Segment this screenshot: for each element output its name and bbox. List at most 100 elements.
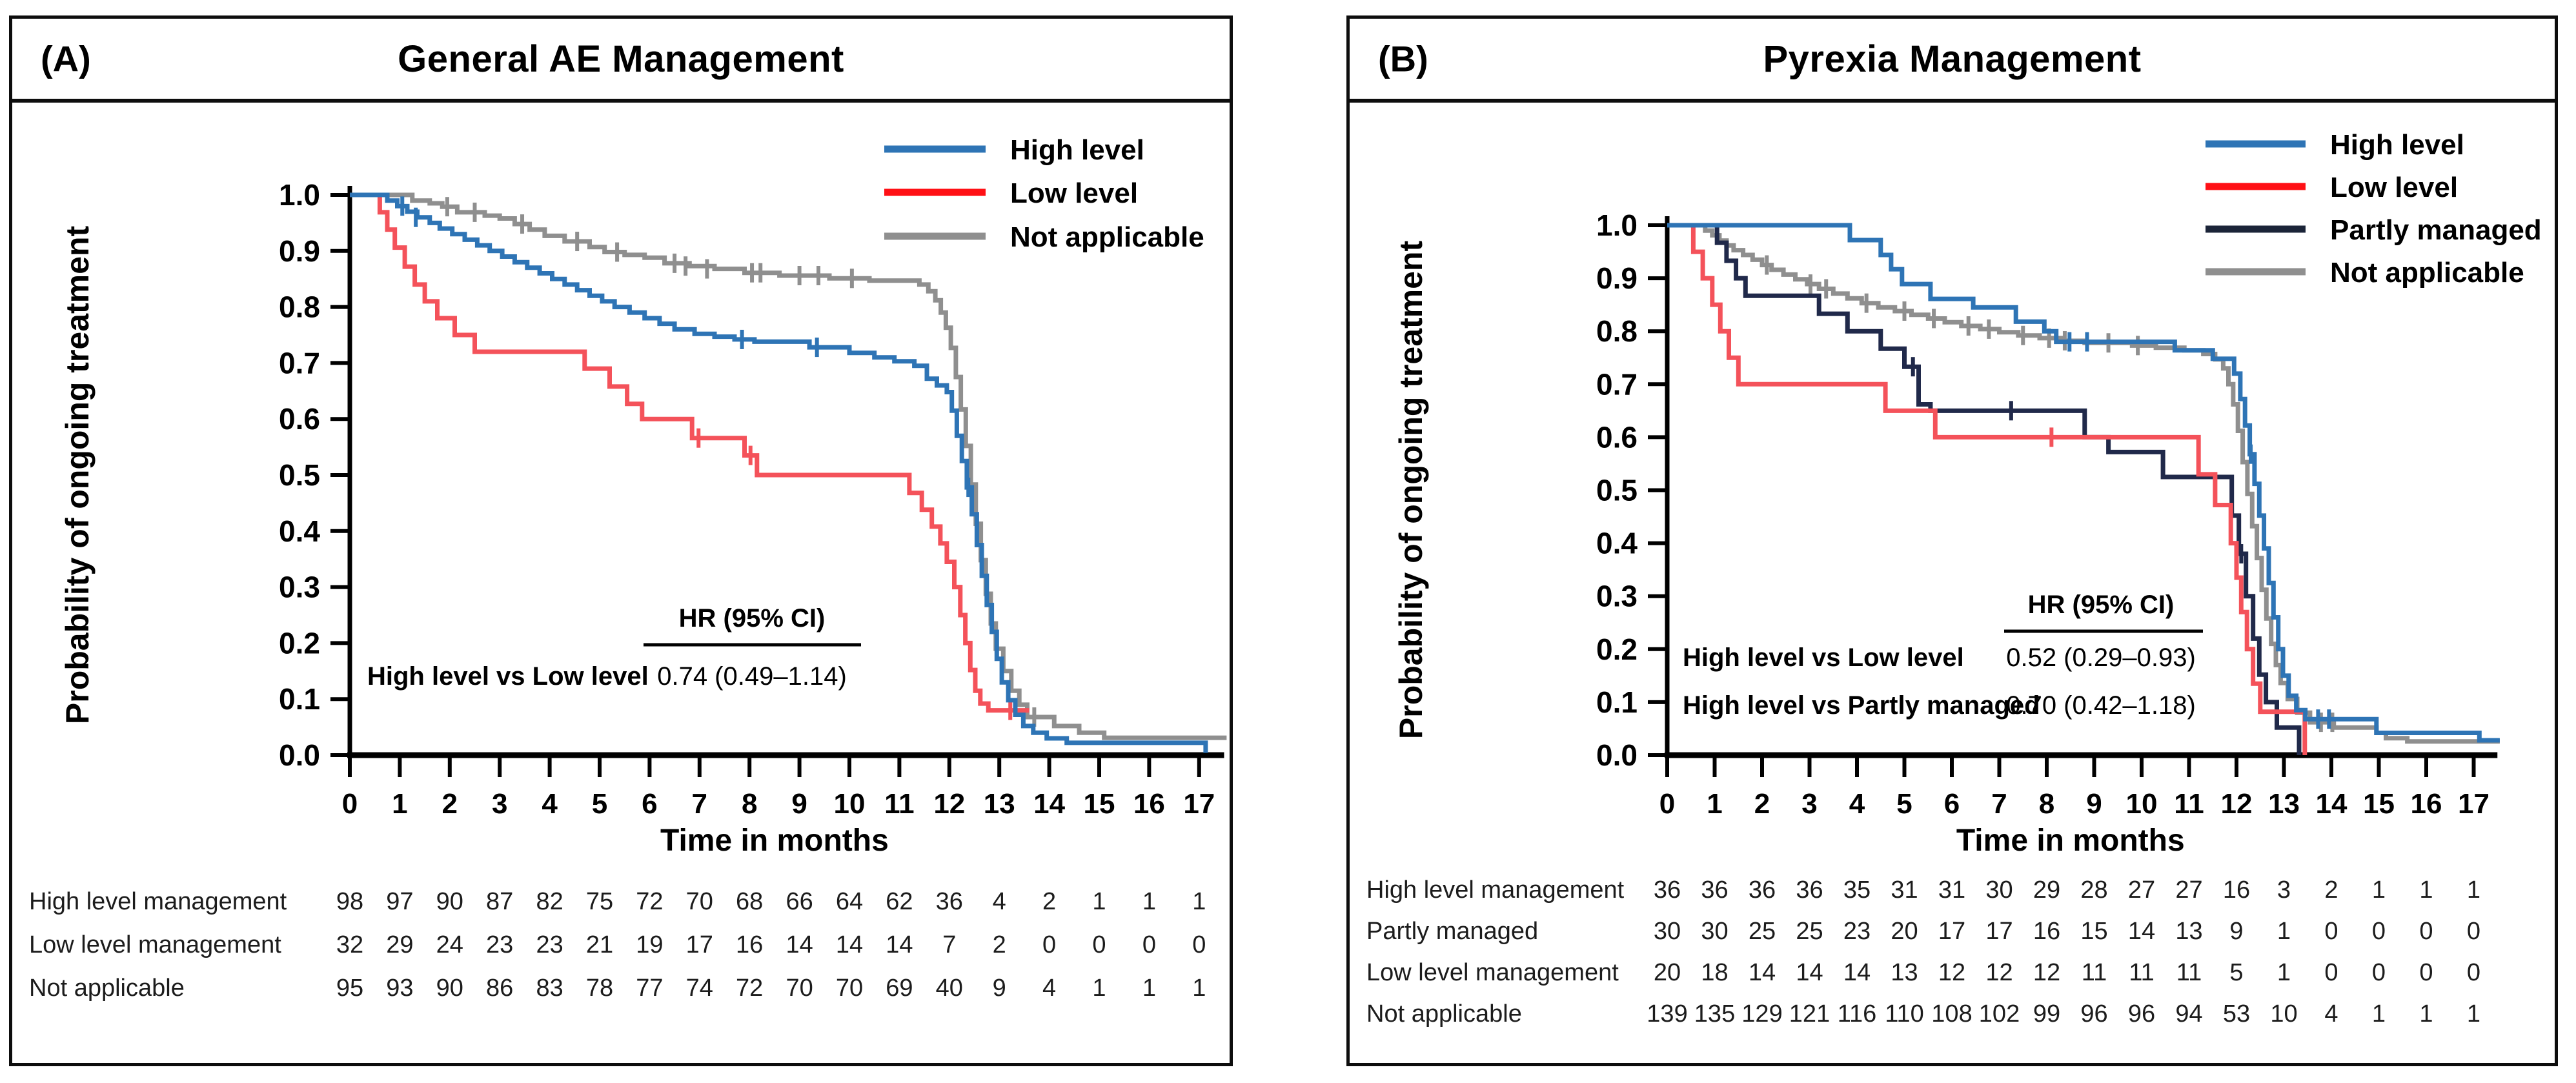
svg-text:High level vs Low level: High level vs Low level xyxy=(1683,643,1964,672)
y-axis-ticks: 1.0 0.9 0.8 0.7 0.6 0.5 0.4 0.3 0.2 0.1 0.0 xyxy=(279,178,350,772)
svg-text:9: 9 xyxy=(993,975,1006,1002)
svg-text:36: 36 xyxy=(1749,876,1776,904)
km-curve-not-applicable xyxy=(350,192,1227,740)
svg-text:14: 14 xyxy=(1796,959,1823,986)
svg-text:Not applicable: Not applicable xyxy=(1366,1000,1522,1027)
svg-text:90: 90 xyxy=(436,888,463,915)
svg-text:HR (95% CI): HR (95% CI) xyxy=(679,604,826,633)
svg-text:18: 18 xyxy=(1701,959,1728,986)
svg-text:9: 9 xyxy=(791,788,807,820)
svg-text:High level management: High level management xyxy=(29,888,287,915)
svg-text:1: 1 xyxy=(2277,918,2291,945)
svg-text:Low level: Low level xyxy=(2330,172,2458,203)
svg-text:1: 1 xyxy=(1092,975,1106,1002)
svg-text:1.0: 1.0 xyxy=(1596,208,1638,242)
svg-text:11: 11 xyxy=(2129,959,2154,986)
svg-text:110: 110 xyxy=(1885,1000,1924,1027)
svg-text:1: 1 xyxy=(1092,888,1106,915)
svg-text:83: 83 xyxy=(536,975,563,1002)
risk-table: High level management 36 36 36 36 35 31 31 30 29 2… xyxy=(1366,876,2480,1027)
x-axis-ticks: 0 1 2 3 4 5 6 7 8 9 10 11 12 13 14 15 16 17 xyxy=(342,755,1215,820)
svg-text:69: 69 xyxy=(886,975,913,1002)
panel-pyrexia-management: (B) Pyrexia Management 1.0 0.9 0.8 0.7 0.6 0.… xyxy=(1346,15,2558,1066)
axis-titles: Time in months Probability of ongoing tre… xyxy=(59,226,889,858)
censor-marks-low-level xyxy=(696,428,1013,720)
svg-text:17: 17 xyxy=(2458,788,2490,820)
svg-text:8: 8 xyxy=(742,788,757,820)
svg-text:36: 36 xyxy=(1701,876,1728,904)
svg-text:14: 14 xyxy=(836,931,863,958)
svg-text:32: 32 xyxy=(336,931,363,958)
svg-text:0.0: 0.0 xyxy=(1596,738,1638,772)
svg-text:6: 6 xyxy=(1944,788,1960,820)
svg-text:10: 10 xyxy=(834,788,866,820)
svg-text:1: 1 xyxy=(1142,888,1156,915)
panel-b-header: (B) Pyrexia Management xyxy=(1350,19,2555,103)
svg-text:12: 12 xyxy=(1938,959,1965,986)
svg-text:90: 90 xyxy=(436,975,463,1002)
svg-text:High level management: High level management xyxy=(1366,876,1625,904)
svg-text:11: 11 xyxy=(2082,959,2107,986)
km-curve-low-level xyxy=(1667,223,2307,755)
svg-text:93: 93 xyxy=(386,975,413,1002)
svg-text:0.2: 0.2 xyxy=(1596,633,1638,666)
svg-text:12: 12 xyxy=(933,788,965,820)
svg-text:20: 20 xyxy=(1654,959,1681,986)
svg-text:16: 16 xyxy=(1133,788,1165,820)
svg-text:0.7: 0.7 xyxy=(1596,367,1638,401)
svg-text:Probability of ongoing treatme: Probability of ongoing treatment xyxy=(1393,241,1429,740)
svg-text:High level: High level xyxy=(2330,129,2464,161)
svg-text:14: 14 xyxy=(1749,959,1776,986)
svg-text:16: 16 xyxy=(736,931,763,958)
svg-text:31: 31 xyxy=(1891,876,1918,904)
svg-text:94: 94 xyxy=(2175,1000,2202,1027)
svg-text:68: 68 xyxy=(736,888,763,915)
svg-text:96: 96 xyxy=(2080,1000,2107,1027)
svg-text:21: 21 xyxy=(586,931,613,958)
svg-text:0.52 (0.29–0.93): 0.52 (0.29–0.93) xyxy=(2006,643,2196,672)
svg-text:82: 82 xyxy=(536,888,563,915)
svg-text:27: 27 xyxy=(2128,876,2155,904)
hr-annotation: HR (95% CI) High level vs Low level 0.74 (… xyxy=(367,604,861,691)
svg-text:4: 4 xyxy=(1849,788,1865,820)
svg-text:129: 129 xyxy=(1741,1000,1782,1027)
km-curve-high-level xyxy=(1667,223,2500,743)
svg-text:7: 7 xyxy=(942,931,956,958)
svg-text:0: 0 xyxy=(2372,918,2386,945)
km-curve-not-applicable xyxy=(1667,223,2500,744)
svg-text:29: 29 xyxy=(2033,876,2060,904)
svg-text:0: 0 xyxy=(2324,918,2338,945)
svg-text:0: 0 xyxy=(1092,931,1106,958)
svg-text:13: 13 xyxy=(2268,788,2300,820)
censor-marks-high-level xyxy=(2067,332,2331,729)
axes xyxy=(1665,216,2498,758)
svg-text:0.6: 0.6 xyxy=(279,402,320,436)
svg-text:30: 30 xyxy=(1654,918,1681,945)
svg-text:17: 17 xyxy=(1985,918,2013,945)
svg-text:77: 77 xyxy=(636,975,663,1002)
svg-text:11: 11 xyxy=(2176,959,2202,986)
km-curve-low-level xyxy=(350,192,1029,713)
svg-text:19: 19 xyxy=(636,931,663,958)
svg-text:10: 10 xyxy=(2270,1000,2297,1027)
svg-text:135: 135 xyxy=(1694,1000,1735,1027)
svg-text:25: 25 xyxy=(1796,918,1823,945)
hr-annotation: HR (95% CI) High level vs Low level 0.52 (… xyxy=(1683,591,2203,720)
svg-text:15: 15 xyxy=(1084,788,1115,820)
svg-text:70: 70 xyxy=(836,975,863,1002)
svg-text:4: 4 xyxy=(542,788,558,820)
svg-text:62: 62 xyxy=(886,888,913,915)
svg-text:9: 9 xyxy=(2229,918,2243,945)
censor-marks-not-applicable xyxy=(1765,255,2335,733)
km-chart-general-ae-management: 1.00.90.80.70.60.50.40.30.20.10.00 1 2 3 4 5 6… xyxy=(29,134,1227,1002)
km-curve-high-level xyxy=(350,192,1208,753)
svg-text:2: 2 xyxy=(2324,876,2338,904)
svg-text:Not applicable: Not applicable xyxy=(29,975,185,1002)
svg-text:0.5: 0.5 xyxy=(1596,474,1638,507)
svg-text:Partly managed: Partly managed xyxy=(2330,214,2542,246)
svg-text:17: 17 xyxy=(686,931,713,958)
svg-text:12: 12 xyxy=(1985,959,2013,986)
svg-text:16: 16 xyxy=(2033,918,2060,945)
svg-text:1: 1 xyxy=(1707,788,1722,820)
